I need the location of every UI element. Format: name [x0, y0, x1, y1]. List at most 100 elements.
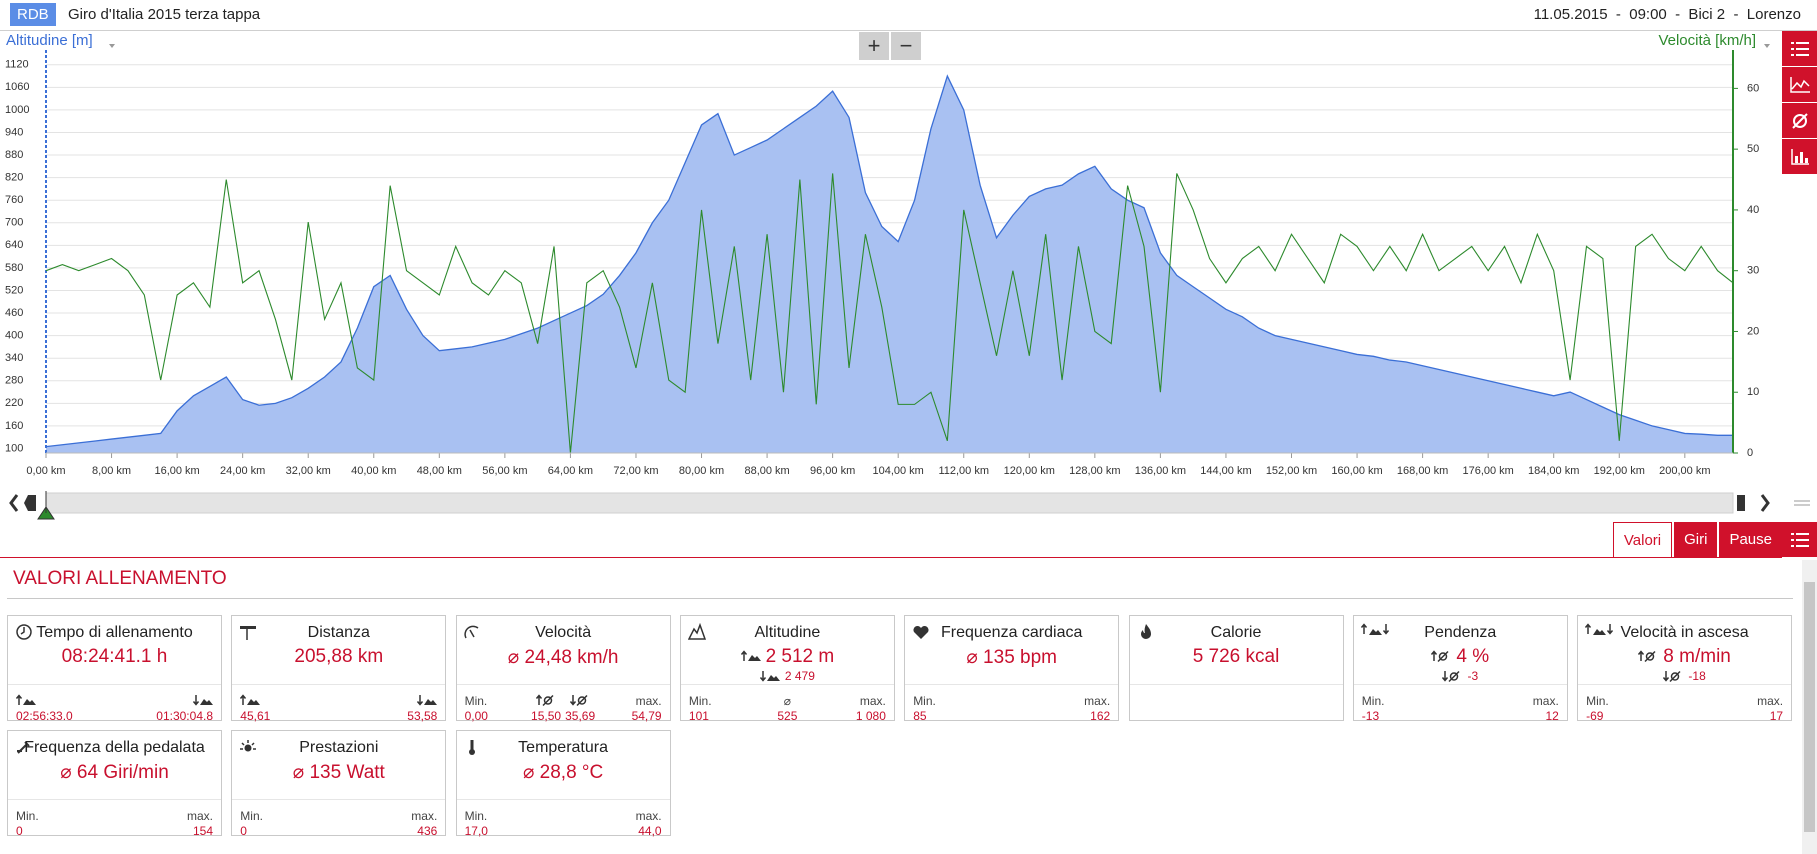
dropdown-caret[interactable] — [109, 44, 115, 48]
footer-label: Min. — [16, 809, 39, 823]
chart-toolbar — [1782, 31, 1817, 175]
value-text: 2 512 m — [765, 646, 835, 667]
y2-tick-label: 40 — [1747, 204, 1759, 216]
y-tick-label: 640 — [5, 239, 23, 251]
area-outline — [45, 74, 1733, 448]
separator — [8, 799, 221, 800]
y-tick-label: 160 — [5, 420, 23, 432]
icon — [1663, 671, 1681, 683]
resize-handle[interactable] — [1794, 500, 1810, 506]
range-track[interactable] — [45, 492, 1734, 514]
metric-card: Temperatura ⌀ 28,8 °C Min. 17,0 max. 44,0 — [455, 730, 671, 838]
card-value: 08:24:41.1 h — [8, 646, 221, 668]
footer-value: 85 — [913, 709, 927, 723]
card-value: 5 726 kcal — [1130, 646, 1343, 668]
dropdown-caret[interactable] — [1764, 44, 1770, 48]
card-value: ⌀ 64 Giri/min — [8, 761, 221, 784]
speed-line — [45, 173, 1734, 454]
footer-value: 44,0 — [638, 824, 662, 838]
scroll-thumb[interactable] — [1804, 582, 1815, 832]
y2-tick-label: 20 — [1747, 325, 1759, 337]
card-title: Prestazioni — [299, 739, 379, 756]
scrollbar[interactable] — [1802, 560, 1817, 854]
area-fill — [46, 76, 1733, 454]
x-tick-label: 80,00 km — [679, 465, 724, 477]
footer-value: 17,0 — [464, 824, 488, 838]
y2-tick-label: 0 — [1747, 447, 1753, 459]
zoom-in-button[interactable] — [859, 32, 889, 60]
separator — [680, 684, 894, 685]
value-text: ⌀ 135 bpm — [966, 647, 1058, 668]
icon — [1790, 41, 1809, 56]
separator — [905, 684, 1119, 685]
icon — [17, 741, 30, 754]
footer-label: max. — [1757, 694, 1784, 708]
tab[interactable]: Giri — [1674, 522, 1718, 557]
tab[interactable]: Valori — [1612, 522, 1673, 557]
y-tick-label: 580 — [5, 262, 23, 274]
tab[interactable]: Pause — [1719, 522, 1782, 557]
x-tick-label: 48,00 km — [417, 465, 462, 477]
y-tick-label: 820 — [5, 172, 23, 184]
y2-tick-label: 60 — [1747, 82, 1759, 94]
footer-label: max. — [859, 694, 886, 708]
range-handle-left[interactable] — [24, 495, 36, 511]
footer-label: Min. — [1361, 694, 1385, 708]
value-text: 205,88 km — [294, 646, 384, 667]
footer-icon — [535, 694, 556, 710]
zoom-in-label[interactable]: + — [868, 33, 881, 58]
card-title: Velocità in ascesa — [1620, 624, 1749, 641]
icon — [240, 694, 261, 705]
card-value: -18 — [1578, 669, 1791, 683]
value-text: 8 m/min — [1663, 646, 1731, 667]
y-tick-label: 220 — [5, 397, 23, 409]
zoom-out-label[interactable]: − — [900, 33, 913, 58]
footer-value: 436 — [417, 824, 438, 838]
zoom-out-button[interactable] — [891, 32, 921, 60]
header: RDB Giro d'Italia 2015 terza tappa 11.05… — [0, 0, 1817, 31]
footer-label: Min. — [464, 694, 488, 708]
footer-icon — [15, 694, 36, 710]
bar-chart-button[interactable] — [1782, 139, 1817, 175]
icon — [417, 695, 438, 706]
card-title: Calorie — [1210, 624, 1262, 641]
footer-value: 15,50 — [531, 709, 562, 723]
icon — [1791, 112, 1808, 129]
footer-label: Min. — [913, 694, 936, 708]
icon — [570, 694, 588, 707]
icon — [535, 694, 554, 707]
x-tick-label: 72,00 km — [613, 465, 658, 477]
card-title: Pendenza — [1424, 624, 1497, 641]
footer-label: ⌀ — [783, 694, 792, 708]
range-handle-right[interactable] — [1737, 495, 1745, 511]
x-tick-label: 136,00 km — [1135, 465, 1186, 477]
icon — [1638, 650, 1656, 663]
y-tick-label: 100 — [5, 442, 23, 454]
icon — [759, 671, 780, 682]
scroll-left[interactable] — [9, 494, 19, 512]
y-tick-label: 280 — [5, 375, 23, 387]
x-tick-label: 200,00 km — [1659, 465, 1710, 477]
footer-icon — [570, 694, 590, 710]
card-value: ⌀ 28,8 °C — [457, 761, 670, 784]
line-chart-button[interactable] — [1782, 67, 1817, 103]
average-button[interactable] — [1782, 103, 1817, 139]
range-marker[interactable] — [37, 491, 55, 520]
footer-label: Min. — [1586, 694, 1609, 708]
separator — [456, 684, 670, 685]
x-tick-label: 32,00 km — [286, 465, 331, 477]
list-button[interactable] — [1782, 522, 1817, 557]
scroll-right[interactable] — [1760, 494, 1770, 512]
list-button[interactable] — [1782, 31, 1817, 67]
logo[interactable]: RDB — [10, 3, 56, 26]
x-tick-label: 128,00 km — [1069, 465, 1120, 477]
session-info: 11.05.2015 - 09:00 - Bici 2 - Lorenzo — [1533, 6, 1801, 23]
x-tick-label: 184,00 km — [1528, 465, 1579, 477]
y-tick-label: 1060 — [5, 81, 29, 93]
y-tick-label: 340 — [5, 352, 23, 364]
y-tick-label: 880 — [5, 149, 23, 161]
y-tick-label: 700 — [5, 217, 23, 229]
footer-value: 154 — [192, 824, 213, 838]
y2-axis-label: Velocità [km/h] — [1658, 32, 1756, 49]
icon — [463, 625, 479, 639]
